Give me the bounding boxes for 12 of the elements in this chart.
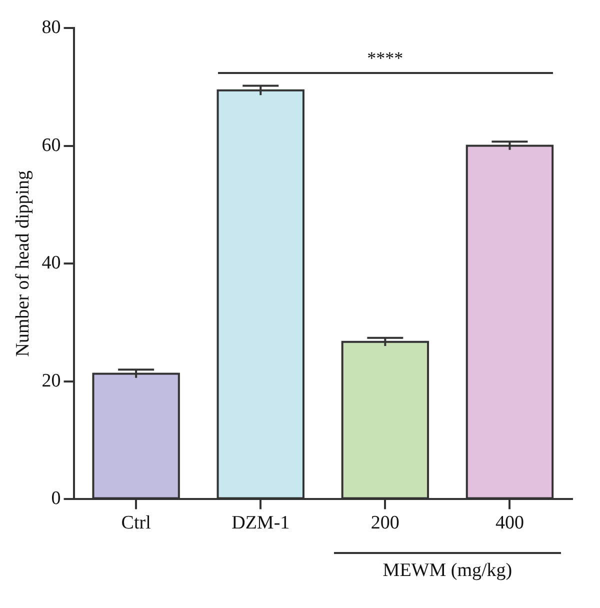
y-tick-label: 20 — [42, 370, 61, 392]
x-tick-label: Ctrl — [121, 512, 151, 534]
y-tick-label: 80 — [42, 16, 61, 38]
x-tick-label: 200 — [370, 512, 400, 534]
y-tick-label: 0 — [51, 488, 61, 510]
annotation: **** — [366, 48, 404, 69]
x-tick-label: DZM-1 — [232, 512, 290, 534]
y-tick-label: 60 — [42, 134, 61, 156]
y-tick-label: 40 — [42, 252, 61, 274]
x-axis-title: MEWM (mg/kg) — [382, 560, 514, 582]
x-tick-label: 400 — [495, 512, 524, 534]
y-axis-title: Number of head dipping — [12, 170, 34, 357]
